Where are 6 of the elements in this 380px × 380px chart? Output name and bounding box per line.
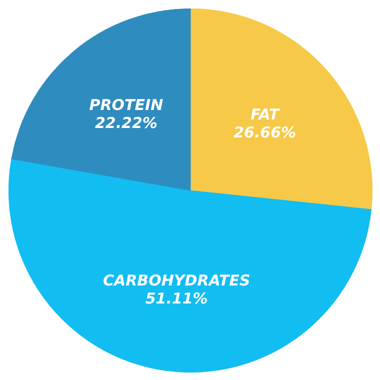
- data-label: 26.66%: [234, 124, 296, 142]
- data-label: 22.22%: [94, 114, 158, 132]
- slice-label: CARBOHYDRATES: [102, 271, 250, 290]
- slice-label: PROTEIN: [89, 96, 164, 114]
- slice-label: FAT: [250, 105, 281, 124]
- data-label: 51.11%: [145, 290, 208, 308]
